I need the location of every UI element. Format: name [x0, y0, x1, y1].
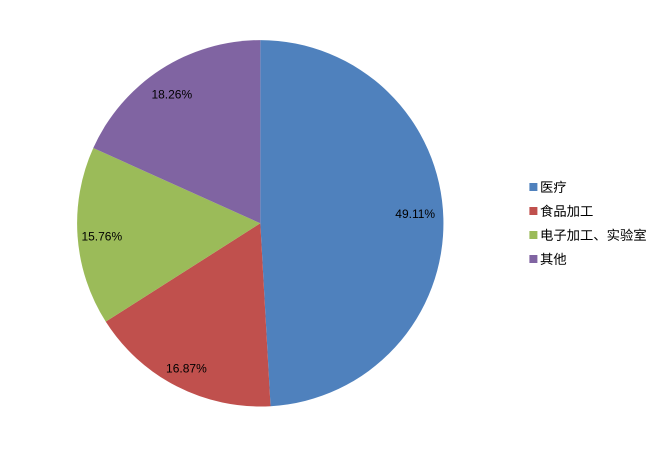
svg-text:18.26%: 18.26% [151, 88, 192, 102]
svg-text:49.11%: 49.11% [395, 207, 435, 221]
svg-text:15.76%: 15.76% [81, 230, 122, 244]
svg-text:16.87%: 16.87% [166, 362, 207, 376]
